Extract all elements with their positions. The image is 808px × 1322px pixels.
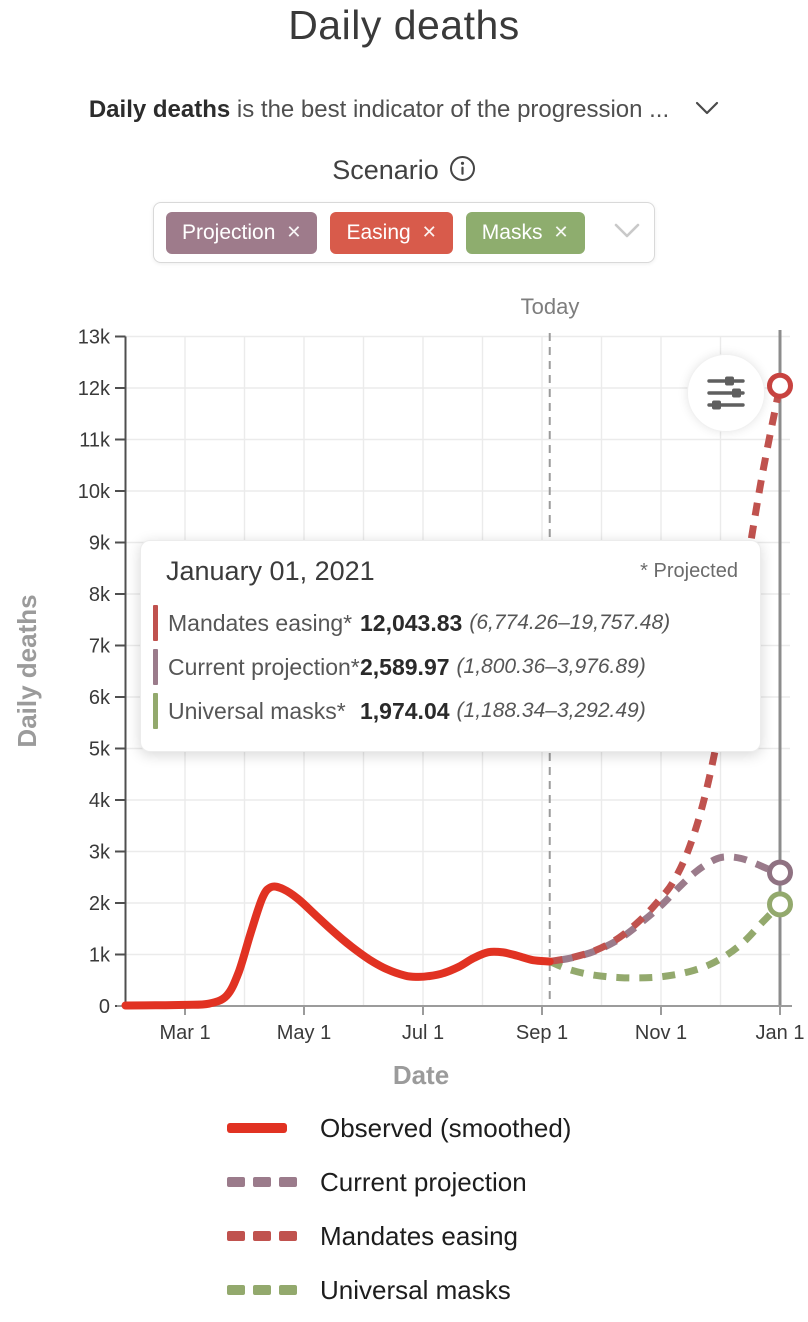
- scenario-dropdown-chevron-icon[interactable]: [614, 223, 640, 243]
- series-line-universal-masks: [548, 901, 783, 982]
- chart-tooltip: January 01, 2021 * Projected Mandates ea…: [140, 540, 761, 752]
- legend-item-universal-masks: Universal masks: [227, 1263, 571, 1317]
- series-color-bar: [153, 605, 158, 641]
- y-tick-label: 2k: [89, 893, 111, 915]
- description-text: Daily deaths is the best indicator of th…: [89, 96, 669, 124]
- chart-settings-button[interactable]: [687, 354, 765, 432]
- legend-label: Observed (smoothed): [320, 1112, 572, 1143]
- tooltip-series-range: (1,800.36–3,976.89): [456, 655, 646, 678]
- legend-label: Current projection: [320, 1166, 527, 1197]
- tooltip-series-label: Current projection*: [168, 653, 360, 680]
- description-rest: is the best indicator of the progression…: [230, 96, 670, 123]
- series-line-mandates-easing: [549, 385, 784, 965]
- legend-label: Mandates easing: [320, 1220, 519, 1251]
- tooltip-header: January 01, 2021 * Projected: [153, 556, 738, 587]
- tooltip-date: January 01, 2021: [166, 556, 375, 586]
- info-icon[interactable]: [449, 155, 476, 189]
- end-marker-current-projection[interactable]: [767, 859, 793, 886]
- legend-item-mandates-easing: Mandates easing: [227, 1209, 571, 1263]
- x-tick-label: Sep 1: [516, 1022, 568, 1044]
- legend-swatch-dashed: [227, 1231, 297, 1241]
- y-tick-label: 9k: [89, 533, 111, 555]
- chip-projection-label: Projection: [182, 220, 276, 244]
- series-color-bar: [153, 649, 158, 685]
- x-tick-label: Jul 1: [402, 1022, 444, 1044]
- x-tick-label: Mar 1: [159, 1022, 210, 1044]
- series-color-bar: [153, 693, 158, 729]
- sliders-icon: [707, 376, 745, 410]
- y-tick-label: 8k: [89, 584, 111, 606]
- chart-tick-labels: 0 1k 2k 3k 4k 5k 6k 7k 8k 9k 10k 11k 12k 13k Mar 1 May …: [78, 327, 805, 1045]
- scenario-multiselect[interactable]: Projection ✕ Easing ✕ Masks ✕: [153, 202, 655, 263]
- tooltip-series-value: 1,974.04: [360, 697, 450, 724]
- chart-axes: [115, 335, 792, 1015]
- scenario-header: Scenario: [0, 152, 808, 189]
- y-tick-label: 7k: [89, 636, 111, 658]
- tooltip-row-mandates-easing: Mandates easing* 12,043.83 (6,774.26–19,…: [153, 601, 738, 645]
- scenario-label: Scenario: [332, 155, 439, 185]
- y-tick-label: 13k: [78, 327, 111, 349]
- y-axis-title: Daily deaths: [12, 594, 42, 747]
- description-row: Daily deaths is the best indicator of th…: [0, 96, 808, 124]
- y-tick-label: 11k: [79, 430, 111, 452]
- y-tick-label: 1k: [89, 945, 111, 967]
- y-tick-label: 6k: [89, 687, 111, 709]
- x-tick-label: May 1: [277, 1022, 331, 1044]
- chart-series-lines: [121, 385, 784, 1010]
- legend-label: Universal masks: [320, 1274, 511, 1305]
- legend-swatch-solid: [227, 1123, 287, 1133]
- y-tick-label: 0: [99, 996, 110, 1018]
- today-label: Today: [521, 294, 580, 319]
- tooltip-series-value: 12,043.83: [360, 609, 463, 636]
- chip-masks[interactable]: Masks ✕: [465, 211, 585, 254]
- series-line-current-projection: [549, 853, 782, 965]
- y-tick-label: 3k: [89, 842, 111, 864]
- description-expand-chevron-icon[interactable]: [695, 101, 719, 120]
- chart-legend: Observed (smoothed) Current projection M…: [227, 1101, 571, 1317]
- page-title: Daily deaths: [288, 2, 520, 48]
- chip-easing-label: Easing: [346, 220, 411, 244]
- description-bold: Daily deaths: [88, 96, 231, 123]
- tooltip-series-range: (6,774.26–19,757.48): [469, 611, 671, 634]
- y-tick-label: 5k: [89, 739, 111, 761]
- end-marker-mandates-easing[interactable]: [767, 372, 793, 399]
- chip-projection-remove-icon[interactable]: ✕: [286, 222, 302, 242]
- y-tick-label: 4k: [89, 790, 111, 812]
- tooltip-row-universal-masks: Universal masks* 1,974.04 (1,188.34–3,29…: [153, 689, 738, 733]
- tooltip-series-label: Universal masks*: [168, 697, 346, 724]
- chip-easing-remove-icon[interactable]: ✕: [421, 222, 437, 242]
- chart-end-markers: [767, 372, 793, 918]
- tooltip-series-value: 2,589.97: [360, 653, 450, 680]
- tooltip-projected-note: * Projected: [640, 560, 738, 582]
- legend-swatch-dashed: [227, 1285, 297, 1295]
- chip-masks-label: Masks: [481, 220, 543, 244]
- tooltip-row-current-projection: Current projection* 2,589.97 (1,800.36–3…: [153, 645, 738, 689]
- tooltip-series-range: (1,188.34–3,292.49): [456, 699, 646, 722]
- legend-item-current-projection: Current projection: [227, 1155, 571, 1209]
- y-tick-label: 10k: [78, 481, 111, 503]
- x-axis-title: Date: [393, 1060, 449, 1090]
- x-tick-label: Jan 1: [756, 1022, 805, 1044]
- series-line-observed-smoothed-: [121, 882, 554, 1010]
- x-tick-label: Nov 1: [635, 1022, 687, 1044]
- chip-easing[interactable]: Easing ✕: [330, 211, 453, 254]
- chip-projection[interactable]: Projection ✕: [166, 211, 318, 254]
- legend-item-observed: Observed (smoothed): [227, 1101, 571, 1155]
- tooltip-series-label: Mandates easing*: [168, 609, 353, 636]
- y-tick-label: 12k: [78, 378, 111, 400]
- chip-masks-remove-icon[interactable]: ✕: [553, 222, 569, 242]
- legend-swatch-dashed: [227, 1177, 297, 1187]
- end-marker-universal-masks[interactable]: [767, 891, 793, 918]
